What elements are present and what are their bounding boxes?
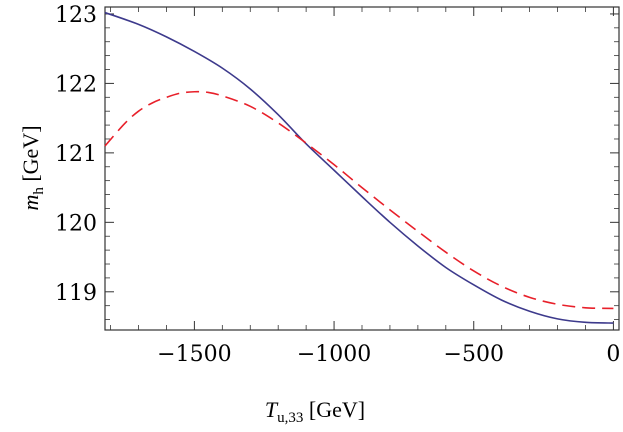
x-tick-label: −1500 [157,342,231,367]
series-lines [104,11,614,324]
y-axis-subscript: h [31,187,47,195]
x-axis-symbol: T [265,397,279,422]
y-tick-label: 123 [55,3,97,28]
x-tick-labels: −1500 −1000 −500 0 [157,342,620,367]
y-axis-unit: [GeV] [18,125,43,187]
x-tick-label: −1000 [297,342,371,367]
x-tick-label: −500 [444,342,504,367]
y-axis-symbol: m [18,195,43,211]
x-axis-label: Tu,33 [GeV] [265,397,365,426]
x-tick-label: 0 [606,342,620,367]
y-tick-labels: 119 120 121 122 123 [55,3,97,306]
ticks-group [105,7,619,330]
y-tick-label: 119 [55,281,97,306]
y-axis-label: mh [GeV] [18,125,47,210]
x-axis-unit: [GeV] [303,397,365,422]
x-axis-subscript: u,33 [277,410,303,426]
y-tick-label: 121 [55,142,97,167]
plot-frame [104,6,620,331]
y-tick-label: 120 [55,211,97,236]
series-line-solid [104,11,614,324]
y-tick-label: 122 [55,72,97,97]
series-line-dashed [104,90,614,310]
